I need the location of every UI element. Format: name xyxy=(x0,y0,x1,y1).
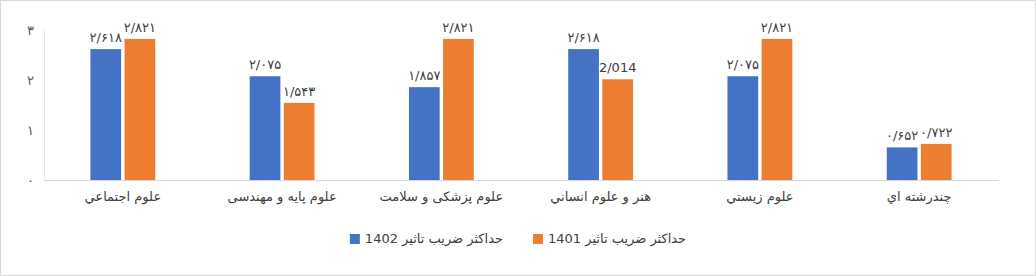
data-label: ۲/۰۷۵ xyxy=(249,57,281,72)
data-label: ۱/۵۴۳ xyxy=(283,84,315,99)
data-label: ۲/۸۲۱ xyxy=(761,20,793,35)
bar xyxy=(727,76,758,180)
x-tick-label: علوم پايه و مهندسی xyxy=(228,189,337,205)
bar xyxy=(887,147,918,180)
x-tick-label: هنر و علوم انساني xyxy=(550,189,651,205)
legend-swatch xyxy=(533,234,543,244)
y-tick-label: ۰ xyxy=(27,173,34,188)
data-label: ۲/۰۷۵ xyxy=(727,57,759,72)
x-tick-label: علوم اجتماعي xyxy=(85,189,162,205)
x-tick: علوم پايه و مهندسی xyxy=(228,189,337,205)
y-tick-label: ۱ xyxy=(27,123,34,138)
bar xyxy=(602,79,633,180)
bar xyxy=(568,49,599,180)
bar xyxy=(443,39,474,180)
y-tick: ۰ xyxy=(27,173,44,188)
data-label: ۲/۶۱۸ xyxy=(567,30,599,45)
x-tick: علوم اجتماعي xyxy=(85,189,162,205)
data-label: ۰/۶۵۲ xyxy=(886,128,918,143)
chart: ۰ ۱ ۲ ۳ علوم اجتماعي علوم پايه و مهندسی علوم پ… xyxy=(0,0,1036,276)
bar xyxy=(921,144,952,180)
x-tick: چندرشته اي xyxy=(887,189,952,205)
y-tick: ۳ xyxy=(27,23,44,38)
bar xyxy=(762,39,793,180)
y-tick-label: ۳ xyxy=(27,23,34,38)
x-axis: علوم اجتماعي علوم پايه و مهندسی علوم پزشکی… xyxy=(45,181,999,206)
y-tick-label: ۲ xyxy=(27,73,34,88)
data-label: ۱/۸۵۷ xyxy=(408,68,440,83)
bar xyxy=(284,103,315,180)
legend: حداکثر ضریب تاثیر 1402 حداکثر ضریب تاثیر … xyxy=(350,231,686,247)
x-tick: علوم پزشکی و سلامت xyxy=(380,189,504,205)
data-label: ۲/۶۱۸ xyxy=(90,30,122,45)
legend-item: حداکثر ضریب تاثیر 1402 xyxy=(350,231,503,247)
x-tick: هنر و علوم انساني xyxy=(550,189,651,205)
bars xyxy=(90,39,951,180)
legend-label: حداکثر ضریب تاثیر 1401 xyxy=(548,231,686,247)
bar xyxy=(90,49,121,180)
y-tick: ۱ xyxy=(27,123,44,138)
legend-item: حداکثر ضریب تاثیر 1401 xyxy=(533,231,686,247)
y-axis: ۰ ۱ ۲ ۳ xyxy=(27,23,44,188)
data-labels: ۲/۶۱۸ ۲/۰۷۵ ۱/۸۵۷ ۲/۶۱۸ ۲/۰۷۵ ۰/۶۵۲ ۲/۸۲۱ ۱/۵۴۳… xyxy=(90,20,953,143)
bar xyxy=(409,87,440,180)
x-tick-label: علوم پزشکی و سلامت xyxy=(380,189,504,205)
x-axis-line xyxy=(45,180,999,181)
data-label: ۲/۸۲۱ xyxy=(124,20,156,35)
data-label: ۰/۷۲۲ xyxy=(920,125,952,140)
bar xyxy=(250,76,281,180)
y-axis-line xyxy=(44,31,45,181)
data-label: 2/014 xyxy=(599,60,636,75)
x-tick-label: علوم زيستي xyxy=(726,189,793,205)
x-tick-label: چندرشته اي xyxy=(887,189,952,205)
legend-swatch xyxy=(350,234,360,244)
bar xyxy=(125,39,156,180)
data-label: ۲/۸۲۱ xyxy=(442,20,474,35)
legend-label: حداکثر ضریب تاثیر 1402 xyxy=(365,231,503,247)
y-tick: ۲ xyxy=(27,73,44,88)
x-tick: علوم زيستي xyxy=(726,189,793,205)
chart-frame xyxy=(1,1,1036,276)
